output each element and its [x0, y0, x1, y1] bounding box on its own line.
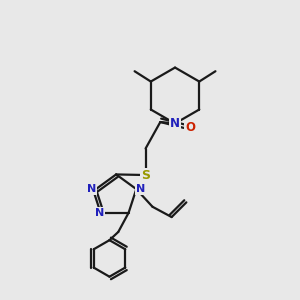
Text: N: N — [87, 184, 96, 194]
Text: N: N — [136, 184, 145, 194]
Text: O: O — [185, 122, 195, 134]
Text: N: N — [94, 208, 104, 218]
Text: N: N — [170, 117, 180, 130]
Text: S: S — [141, 169, 150, 182]
